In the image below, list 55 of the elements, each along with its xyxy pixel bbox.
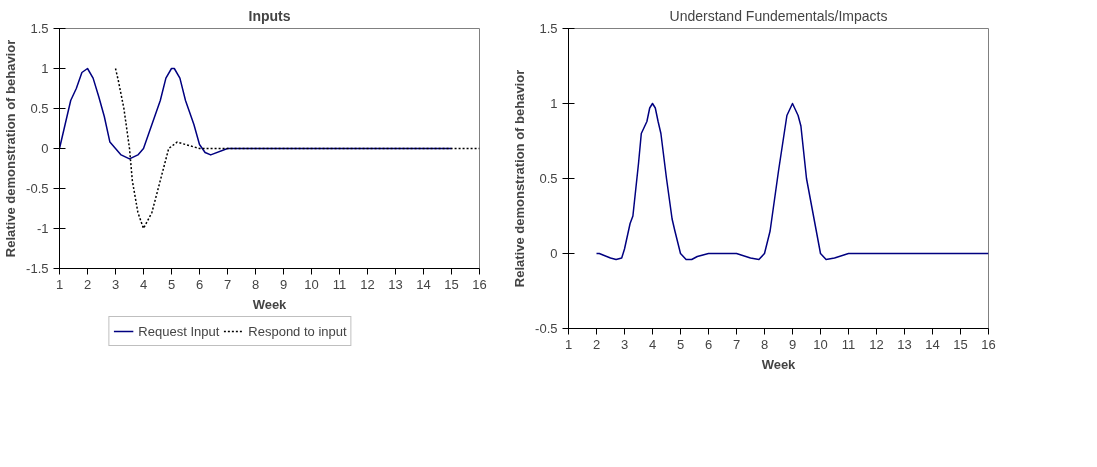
line-series <box>595 102 989 261</box>
x-tick-label: 13 <box>388 276 403 292</box>
x-tick-label: 10 <box>813 336 828 352</box>
legend-label: Respond to input <box>248 323 347 339</box>
x-tick-label: 9 <box>788 336 797 352</box>
x-tick-label: 12 <box>869 336 884 352</box>
y-tick-label: -0.5 <box>26 181 49 196</box>
line-series <box>59 67 453 160</box>
y-tick-label: 0.5 <box>30 101 49 116</box>
x-tick-label: 15 <box>953 336 968 352</box>
legend-label: Request Input <box>138 323 220 339</box>
y-tick-label: 1 <box>550 96 558 111</box>
y-tick-label: 0 <box>41 141 49 156</box>
x-tick-label: 3 <box>620 336 629 352</box>
x-tick-label: 8 <box>251 276 260 292</box>
x-tick-label: 16 <box>981 336 996 352</box>
y-axis-title: Relative demonstration of behavior <box>512 69 528 288</box>
x-tick-label: 9 <box>279 276 288 292</box>
x-tick-label: 6 <box>195 276 204 292</box>
x-axis-title: Week <box>761 356 797 372</box>
x-tick-label: 10 <box>304 276 319 292</box>
x-tick-label: 1 <box>564 336 573 352</box>
x-tick-label: 7 <box>732 336 741 352</box>
x-tick-label: 3 <box>111 276 120 292</box>
x-tick-label: 5 <box>676 336 685 352</box>
x-tick-label: 2 <box>592 336 601 352</box>
x-tick-label: 2 <box>83 276 92 292</box>
y-tick-label: -0.5 <box>535 321 558 336</box>
x-tick-label: 13 <box>897 336 912 352</box>
x-tick-label: 5 <box>167 276 176 292</box>
x-tick-label: 4 <box>139 276 148 292</box>
y-tick-label: 0.5 <box>539 171 558 186</box>
y-tick-label: 0 <box>550 246 558 261</box>
x-axis-title: Week <box>252 296 288 312</box>
x-tick-label: 14 <box>925 336 940 352</box>
x-tick-label: 14 <box>416 276 431 292</box>
y-tick-label: 1 <box>41 61 49 76</box>
x-tick-label: 8 <box>760 336 769 352</box>
line-series <box>114 67 480 230</box>
y-tick-label: -1 <box>36 221 49 236</box>
x-tick-label: 11 <box>841 336 856 352</box>
x-tick-label: 4 <box>648 336 657 352</box>
x-tick-label: 1 <box>55 276 64 292</box>
x-tick-label: 12 <box>360 276 375 292</box>
y-tick-label: 1.5 <box>539 21 558 36</box>
y-tick-label: 1.5 <box>30 21 49 36</box>
x-tick-label: 11 <box>332 276 347 292</box>
x-tick-label: 16 <box>472 276 487 292</box>
chart-title: Understand Fundementals/Impacts <box>669 7 888 24</box>
x-tick-label: 15 <box>444 276 459 292</box>
x-tick-label: 6 <box>704 336 713 352</box>
chart-title: Inputs <box>248 7 291 24</box>
y-axis-title: Relative demonstration of behavior <box>3 39 19 258</box>
y-tick-label: -1.5 <box>26 261 49 276</box>
x-tick-label: 7 <box>223 276 232 292</box>
